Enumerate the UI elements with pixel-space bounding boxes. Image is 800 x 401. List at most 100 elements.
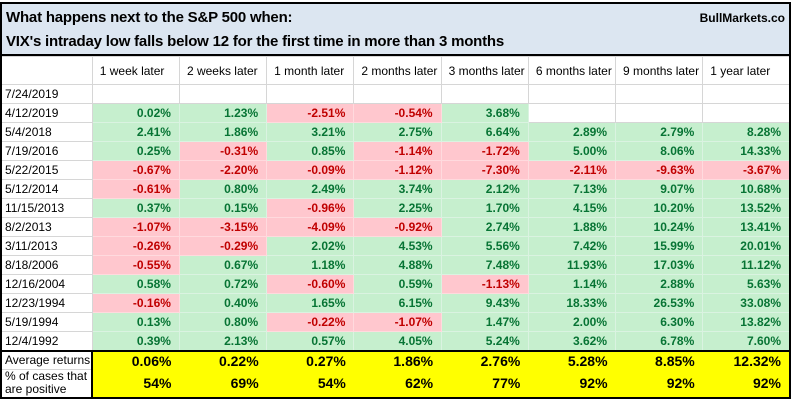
table-row: 5/12/2014 -0.61% 0.80% 2.49% 3.74% 2.12% 7.13%… bbox=[0, 179, 791, 199]
percent-positive-cell: 62% bbox=[353, 369, 442, 398]
return-cell: 3.74% bbox=[353, 179, 442, 199]
date-cell: 8/2/2013 bbox=[0, 217, 93, 237]
title-bar: What happens next to the S&P 500 when: V… bbox=[0, 2, 791, 56]
corner-cell bbox=[0, 56, 93, 85]
return-cell: -0.29% bbox=[178, 236, 268, 256]
return-cell bbox=[527, 103, 617, 123]
title-line-2: VIX's intraday low falls below 12 for th… bbox=[6, 33, 505, 50]
return-cell: -1.12% bbox=[353, 160, 442, 180]
return-cell: -4.09% bbox=[266, 217, 355, 237]
return-cell: -0.96% bbox=[266, 198, 355, 218]
date-cell: 5/4/2018 bbox=[0, 122, 93, 142]
return-cell: 11.93% bbox=[527, 255, 617, 275]
returns-table-body: 7/24/2019 4/12/2019 0.02% 1.23% -2.51% -0.54%… bbox=[0, 84, 791, 351]
return-cell bbox=[702, 84, 791, 104]
return-cell: -2.51% bbox=[266, 103, 355, 123]
table-row: 5/22/2015 -0.67% -2.20% -0.09% -1.12% -7.30% -… bbox=[0, 160, 791, 180]
return-cell: 2.49% bbox=[266, 179, 355, 199]
return-cell: 5.00% bbox=[527, 141, 617, 161]
return-cell: 2.88% bbox=[615, 274, 704, 294]
return-cell: -1.13% bbox=[440, 274, 529, 294]
return-cell: -0.31% bbox=[178, 141, 268, 161]
return-cell: 0.39% bbox=[91, 331, 180, 351]
return-cell: -0.09% bbox=[266, 160, 355, 180]
percent-positive-cell: 92% bbox=[615, 369, 703, 398]
return-cell: 4.15% bbox=[527, 198, 617, 218]
return-cell: 0.15% bbox=[178, 198, 268, 218]
return-cell bbox=[353, 84, 442, 104]
column-header-6: 6 months later bbox=[527, 56, 617, 85]
return-cell: 2.75% bbox=[353, 122, 442, 142]
return-cell: 0.59% bbox=[353, 274, 442, 294]
return-cell: 2.00% bbox=[527, 312, 617, 332]
date-cell: 12/16/2004 bbox=[0, 274, 93, 294]
date-cell: 5/12/2014 bbox=[0, 179, 93, 199]
return-cell: 6.64% bbox=[440, 122, 529, 142]
return-cell: 14.33% bbox=[702, 141, 791, 161]
return-cell: 13.52% bbox=[702, 198, 791, 218]
return-cell bbox=[178, 84, 268, 104]
return-cell: 0.85% bbox=[266, 141, 355, 161]
return-cell: 8.06% bbox=[615, 141, 704, 161]
title-line-1: What happens next to the S&P 500 when: bbox=[6, 9, 293, 26]
return-cell: 2.12% bbox=[440, 179, 529, 199]
return-cell: 1.18% bbox=[266, 255, 355, 275]
table-row: 12/4/1992 0.39% 2.13% 0.57% 4.05% 5.24% 3.62% 6… bbox=[0, 331, 791, 351]
return-cell: 5.63% bbox=[702, 274, 791, 294]
return-cell: 7.48% bbox=[440, 255, 529, 275]
return-cell: 26.53% bbox=[615, 293, 704, 313]
table-row: 11/15/2013 0.37% 0.15% -0.96% 2.25% 1.70% 4.15… bbox=[0, 198, 791, 218]
percent-positive-row: % of cases that are positive 54% 69% 54% 62%… bbox=[0, 369, 790, 398]
average-return-cell: 0.06% bbox=[92, 349, 180, 370]
return-cell: -0.54% bbox=[353, 103, 442, 123]
return-cell: 7.42% bbox=[527, 236, 617, 256]
table-row: 12/16/2004 0.58% 0.72% -0.60% 0.59% -1.13% 1.1… bbox=[0, 274, 791, 294]
return-cell: 0.80% bbox=[178, 179, 268, 199]
percent-positive-cell: 77% bbox=[441, 369, 529, 398]
return-cell: 13.82% bbox=[702, 312, 791, 332]
return-cell bbox=[615, 103, 704, 123]
date-cell: 12/4/1992 bbox=[0, 331, 93, 351]
return-cell: 4.88% bbox=[353, 255, 442, 275]
date-cell: 5/22/2015 bbox=[0, 160, 93, 180]
date-cell: 7/19/2016 bbox=[0, 141, 93, 161]
return-cell: 0.40% bbox=[178, 293, 268, 313]
return-cell: -9.63% bbox=[615, 160, 704, 180]
average-return-cell: 8.85% bbox=[615, 349, 703, 370]
return-cell: 0.13% bbox=[91, 312, 180, 332]
table-row: 4/12/2019 0.02% 1.23% -2.51% -0.54% 3.68% bbox=[0, 103, 791, 123]
return-cell: 0.37% bbox=[91, 198, 180, 218]
return-cell: 33.08% bbox=[702, 293, 791, 313]
return-cell: 2.79% bbox=[615, 122, 704, 142]
return-cell bbox=[702, 103, 791, 123]
return-cell: 1.86% bbox=[178, 122, 268, 142]
average-return-cell: 2.76% bbox=[441, 349, 529, 370]
date-cell: 3/11/2013 bbox=[0, 236, 93, 256]
return-cell: 9.43% bbox=[440, 293, 529, 313]
column-header-4: 2 months later bbox=[353, 56, 442, 85]
return-cell: 18.33% bbox=[527, 293, 617, 313]
return-cell: 10.20% bbox=[615, 198, 704, 218]
return-cell: 4.53% bbox=[353, 236, 442, 256]
return-cell bbox=[91, 84, 180, 104]
brand-watermark: BullMarkets.co bbox=[699, 11, 785, 25]
table-row: 5/4/2018 2.41% 1.86% 3.21% 2.75% 6.64% 2.89% 2.… bbox=[0, 122, 791, 142]
return-cell: 5.24% bbox=[440, 331, 529, 351]
return-cell: 1.88% bbox=[527, 217, 617, 237]
date-cell: 7/24/2019 bbox=[0, 84, 93, 104]
return-cell: 7.13% bbox=[527, 179, 617, 199]
return-cell: -7.30% bbox=[440, 160, 529, 180]
return-cell: 0.80% bbox=[178, 312, 268, 332]
return-cell: 2.74% bbox=[440, 217, 529, 237]
percent-positive-label: % of cases that are positive bbox=[0, 369, 94, 398]
return-cell: -2.20% bbox=[178, 160, 268, 180]
return-cell: 0.57% bbox=[266, 331, 355, 351]
average-return-cell: 1.86% bbox=[353, 349, 442, 370]
return-cell: 0.02% bbox=[91, 103, 180, 123]
return-cell: 3.21% bbox=[266, 122, 355, 142]
percent-positive-cell: 54% bbox=[266, 369, 354, 398]
return-cell: 3.62% bbox=[527, 331, 617, 351]
return-cell: 8.28% bbox=[702, 122, 791, 142]
return-cell: 6.30% bbox=[615, 312, 704, 332]
